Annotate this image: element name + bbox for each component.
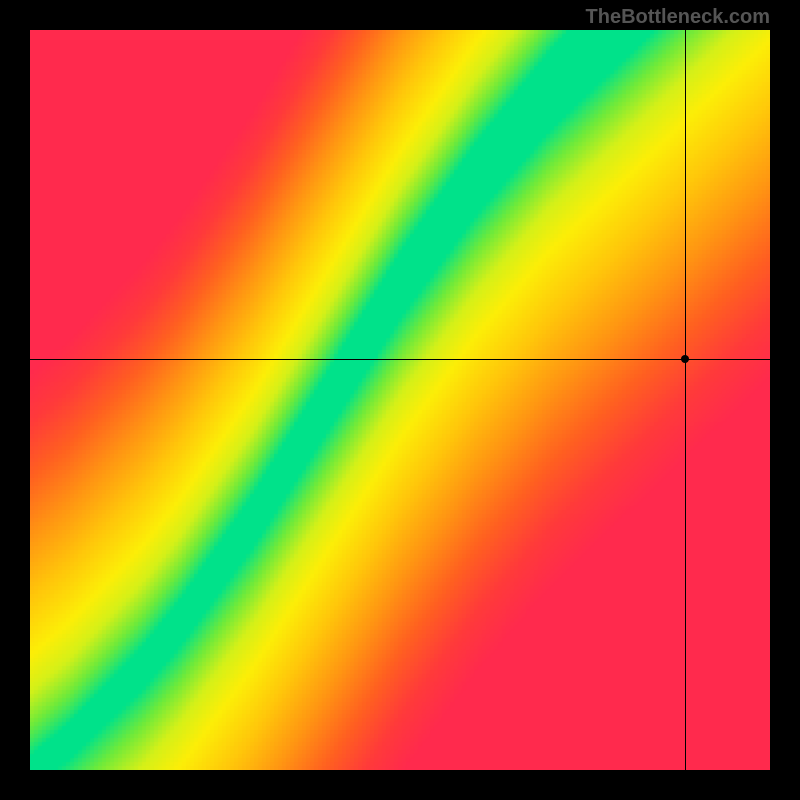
- crosshair-vertical: [685, 30, 686, 770]
- marker-dot: [681, 355, 689, 363]
- watermark-text: TheBottleneck.com: [586, 6, 770, 29]
- crosshair-horizontal: [30, 359, 770, 360]
- heatmap-canvas: [30, 30, 770, 770]
- bottleneck-heatmap: [30, 30, 770, 770]
